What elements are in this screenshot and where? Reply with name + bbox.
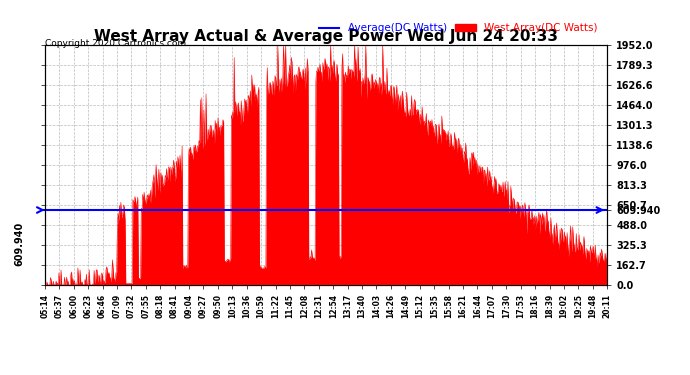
Legend: Average(DC Watts), West Array(DC Watts): Average(DC Watts), West Array(DC Watts) [315, 19, 602, 38]
Title: West Array Actual & Average Power Wed Jun 24 20:33: West Array Actual & Average Power Wed Ju… [94, 29, 558, 44]
Text: 609.940: 609.940 [14, 222, 24, 266]
Text: Copyright 2020 Cartronics.com: Copyright 2020 Cartronics.com [45, 39, 186, 48]
